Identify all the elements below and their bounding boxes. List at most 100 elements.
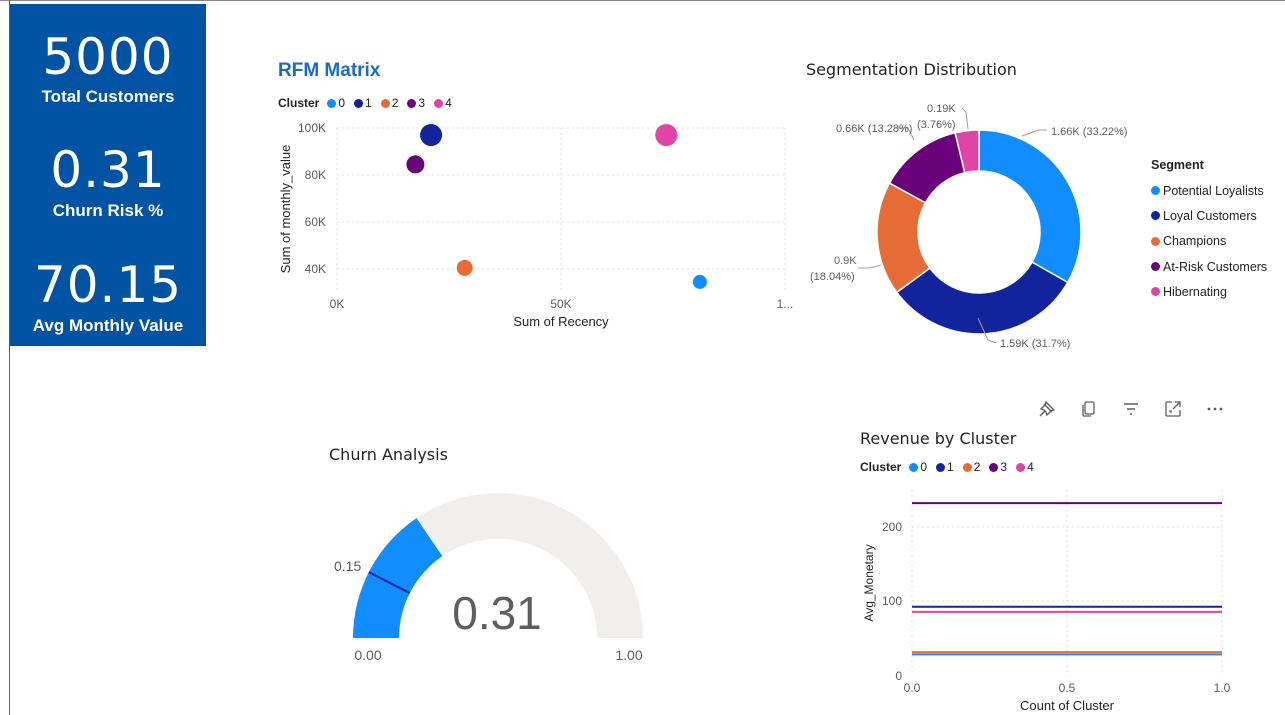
rfm-y-tick-40k: 40K (305, 262, 326, 276)
donut-slice-potential-loyalists[interactable] (978, 129, 1082, 284)
churn-gauge-chart[interactable]: 0.31 0.00 1.00 0.15 (320, 470, 680, 670)
gauge-arcs (353, 493, 643, 638)
rfm-scatter-chart[interactable]: 100K 80K 60K 40K 0K 50K 1... Sum of Rece… (270, 115, 810, 340)
donut-slice-hibernating[interactable] (954, 129, 980, 174)
legend-label-champions: Champions (1163, 234, 1227, 249)
copy-icon[interactable] (1078, 398, 1100, 420)
revenue-legend-label-0: 0 (920, 460, 928, 474)
donut-slice-loyal-customers[interactable] (895, 261, 1069, 335)
rfm-legend-swatch-4 (434, 98, 444, 108)
rfm-x-axis-label: Sum of Recency (513, 314, 609, 329)
more-options-icon[interactable] (1204, 398, 1226, 420)
focus-mode-icon[interactable] (1162, 398, 1184, 420)
rfm-point-cluster-1[interactable] (420, 124, 443, 147)
rfm-legend-swatch-0 (327, 98, 337, 108)
donut-slices (876, 129, 1082, 335)
revenue-y-tick-200: 200 (882, 520, 902, 534)
segmentation-donut-chart[interactable]: 1.66K (33.22%) 1.59K (31.7%) 0.9K (18.04… (790, 80, 1130, 380)
rfm-legend-label-1: 1 (365, 96, 372, 110)
rfm-legend-swatch-1 (354, 98, 364, 108)
revenue-legend-item-1[interactable]: 1 (936, 460, 954, 474)
revenue-y-tick-0: 0 (895, 669, 902, 683)
revenue-x-tick-0-5: 0.5 (1059, 681, 1076, 695)
rfm-points (406, 124, 707, 289)
segmentation-legend-item-champions[interactable]: Champions (1151, 229, 1267, 254)
legend-label-hibernating: Hibernating (1163, 284, 1227, 299)
donut-label-loyal-customers: 1.59K (31.7%) (1000, 338, 1070, 350)
revenue-y-tick-100: 100 (882, 594, 902, 608)
rfm-legend-label-3: 3 (418, 96, 426, 110)
pin-icon[interactable] (1036, 398, 1058, 420)
churn-analysis-title: Churn Analysis (329, 445, 448, 464)
legend-label-potential-loyalists: Potential Loyalists (1163, 183, 1264, 198)
rfm-legend-swatch-2 (380, 98, 390, 108)
gauge-target-marker (368, 571, 411, 594)
legend-label-at-risk-customers: At-Risk Customers (1163, 259, 1268, 274)
revenue-legend: Cluster 0 1 2 3 4 (860, 460, 1038, 474)
rfm-x-tick-50k: 50K (550, 297, 571, 311)
rfm-legend-label-2: 2 (391, 96, 399, 110)
segmentation-chart-title: Segmentation Distribution (806, 60, 1017, 79)
segmentation-legend-item-hibernating[interactable]: Hibernating (1151, 279, 1267, 304)
kpi-total-customers-label: Total Customers (41, 87, 175, 106)
revenue-legend-item-0[interactable]: 0 (909, 460, 927, 474)
revenue-x-axis-label: Count of Cluster (1020, 698, 1115, 713)
donut-label-at-risk-customers: 0.66K (13.28%) (836, 123, 912, 135)
segmentation-legend-item-at-risk-customers[interactable]: At-Risk Customers (1151, 254, 1267, 279)
revenue-y-axis-label: Avg_Monetary (862, 544, 876, 621)
canvas-top-border (0, 0, 1285, 1)
rfm-point-cluster-2[interactable] (456, 259, 473, 276)
revenue-legend-swatch-4 (1016, 462, 1026, 472)
gauge-min-label: 0.00 (354, 647, 381, 663)
donut-label-hibernating-percent: (3.76%) (917, 119, 956, 131)
revenue-legend-label-3: 3 (1000, 460, 1008, 474)
rfm-gridlines (336, 127, 786, 290)
rfm-y-tick-100k: 100K (298, 121, 326, 135)
kpi-avg-monthly-value-value: 70.15 (33, 256, 183, 314)
rfm-legend-item-2[interactable]: 2 (380, 96, 399, 110)
revenue-legend-swatch-0 (909, 462, 919, 472)
segmentation-legend: Segment Potential Loyalists Loyal Custom… (1151, 158, 1267, 304)
rfm-legend-label-4: 4 (445, 96, 452, 110)
revenue-legend-item-3[interactable]: 3 (989, 460, 1007, 474)
segmentation-legend-title: Segment (1151, 158, 1204, 172)
donut-label-hibernating-value: 0.19K (927, 103, 956, 115)
rfm-legend-item-4[interactable]: 4 (434, 96, 452, 110)
revenue-line-chart[interactable]: 200 100 0 0.0 0.5 1.0 Count of Cluster A… (855, 470, 1275, 715)
rfm-chart-title: RFM Matrix (278, 60, 381, 81)
revenue-legend-label-2: 2 (973, 460, 981, 474)
rfm-legend-item-1[interactable]: 1 (354, 96, 372, 110)
gauge-max-label: 1.00 (615, 647, 642, 663)
revenue-legend-swatch-1 (936, 462, 946, 472)
legend-swatch-at-risk-customers (1151, 262, 1160, 272)
rfm-legend-label-0: 0 (338, 96, 346, 110)
revenue-legend-label-1: 1 (947, 460, 954, 474)
donut-leader-lines (858, 107, 1047, 344)
segmentation-legend-item-potential-loyalists[interactable]: Potential Loyalists (1151, 178, 1267, 203)
rfm-legend-swatch-3 (407, 98, 417, 108)
gauge-value-fill[interactable] (353, 518, 443, 638)
rfm-point-cluster-4[interactable] (655, 124, 678, 147)
kpi-total-customers-value: 5000 (42, 28, 174, 86)
canvas-left-border (9, 0, 10, 715)
revenue-chart-title: Revenue by Cluster (860, 429, 1017, 448)
revenue-legend-title: Cluster (860, 460, 902, 474)
rfm-point-cluster-3[interactable] (406, 155, 425, 174)
kpi-avg-monthly-value-card[interactable]: 70.15 Avg Monthly Value (10, 232, 206, 346)
gauge-value-label: 0.31 (452, 587, 542, 639)
segmentation-legend-item-loyal-customers[interactable]: Loyal Customers (1151, 203, 1267, 228)
kpi-churn-risk-card[interactable]: 0.31 Churn Risk % (10, 116, 206, 232)
revenue-x-tick-1: 1.0 (1214, 681, 1231, 695)
revenue-legend-item-2[interactable]: 2 (962, 460, 981, 474)
rfm-point-cluster-0[interactable] (692, 274, 707, 289)
rfm-legend-item-3[interactable]: 3 (407, 96, 425, 110)
donut-label-champions-percent: (18.04%) (810, 271, 855, 283)
gauge-target-label: 0.15 (334, 558, 361, 574)
revenue-lines (912, 502, 1222, 656)
revenue-legend-item-4[interactable]: 4 (1016, 460, 1034, 474)
gauge-track (353, 493, 643, 638)
rfm-legend-item-0[interactable]: 0 (327, 96, 345, 110)
kpi-total-customers-card[interactable]: 5000 Total Customers (10, 4, 206, 116)
legend-swatch-potential-loyalists (1151, 186, 1160, 196)
filter-icon[interactable] (1120, 398, 1142, 420)
